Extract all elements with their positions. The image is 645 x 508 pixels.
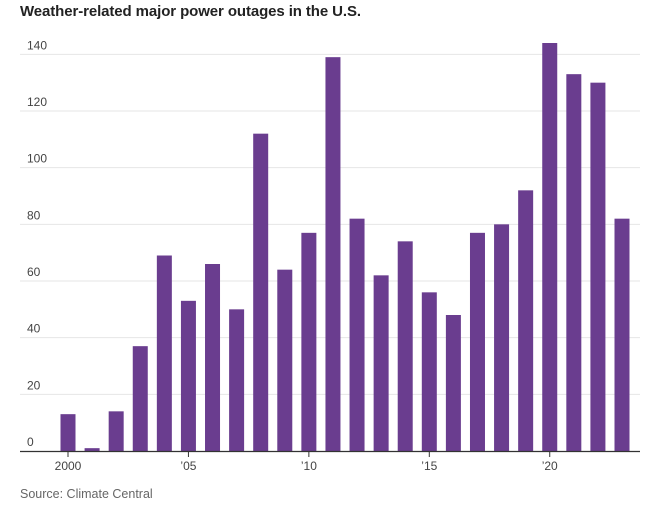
y-tick-label: 100 [27,152,47,166]
bar-2023 [614,218,630,451]
bar-2013 [373,275,389,451]
source-note: Source: Climate Central [20,487,153,501]
bar-2020 [542,43,558,451]
x-tick-label: ’20 [542,459,558,473]
y-tick-label: 20 [27,378,41,392]
y-tick-label: 40 [27,322,41,336]
x-tick-label: ’15 [421,459,437,473]
x-tick-label: 2000 [55,459,82,473]
bar-2019 [518,190,534,452]
bar-2002 [108,411,124,451]
bars [60,43,630,452]
bar-2011 [325,57,341,452]
bar-2017 [469,232,485,451]
axes [20,450,640,457]
y-tick-label: 80 [27,208,41,222]
bar-2014 [397,241,413,451]
bar-2000 [60,414,76,451]
y-tick-label: 140 [27,38,47,52]
bar-2001 [84,448,100,451]
y-tick-label: 0 [27,435,34,449]
bar-2021 [566,74,582,452]
bar-2008 [253,133,269,451]
bar-2022 [590,82,606,452]
bar-2006 [205,264,221,451]
bar-2015 [421,292,437,451]
bar-2004 [156,255,172,451]
x-tick-label: ’05 [180,459,196,473]
bar-2012 [349,218,365,451]
bar-2009 [277,269,293,451]
bar-2007 [229,309,245,451]
chart-title: Weather-related major power outages in t… [20,3,361,20]
bar-2003 [132,346,148,451]
bar-2018 [494,224,510,451]
bar-2016 [445,315,461,451]
bar-2005 [180,300,196,451]
bar-2010 [301,232,317,451]
tick-labels: 0 20 40 60 80 100 120 140 2000 ’05 ’10 ’15 ’20 [27,38,558,473]
y-tick-label: 60 [27,265,41,279]
y-tick-label: 120 [27,95,47,109]
x-tick-label: ’10 [301,459,317,473]
